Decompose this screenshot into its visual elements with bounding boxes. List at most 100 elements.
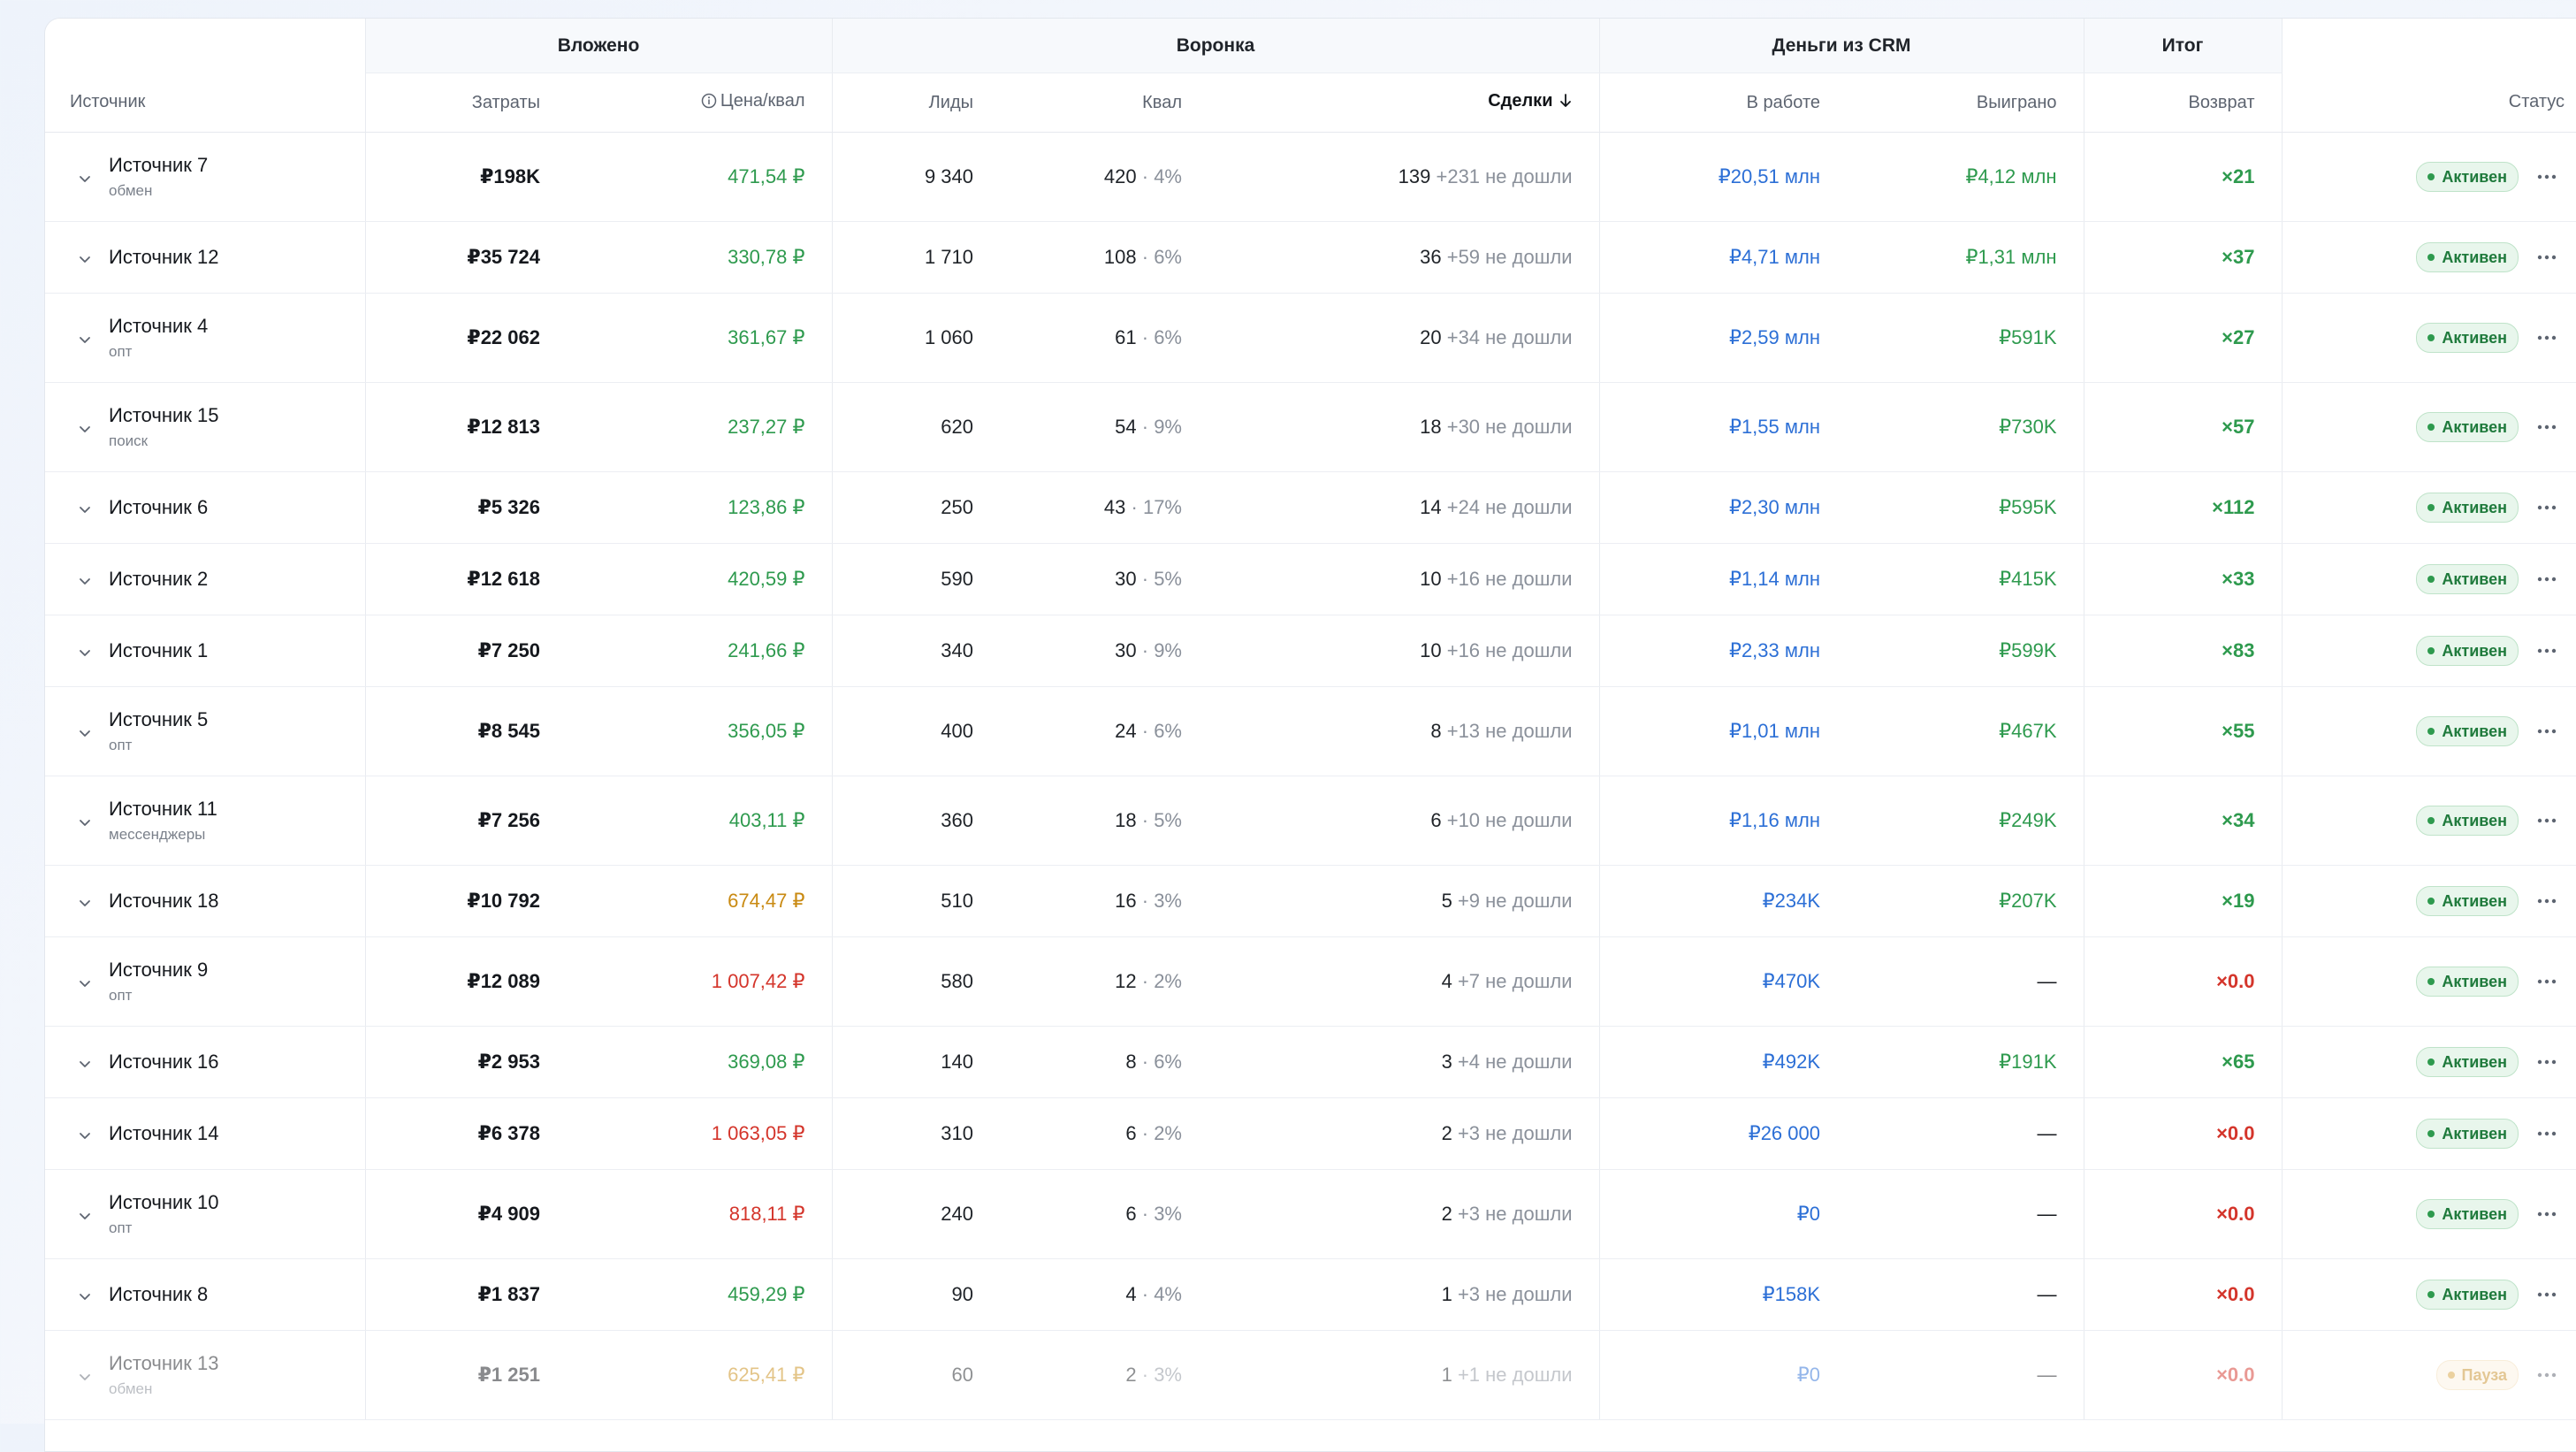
cell-status: Активен <box>2282 1026 2576 1098</box>
cell-source: Источник 10 опт <box>45 1169 366 1259</box>
source-subtitle: опт <box>109 737 133 753</box>
table-row[interactable]: Источник 14 ₽6 378 1 063,05 ₽310 6 · 2% 2 +3… <box>45 1097 2576 1170</box>
cell-status: Активен <box>2282 936 2576 1027</box>
table-row[interactable]: Источник 10 опт ₽4 909 818,11 ₽240 6 · 3% 2 +… <box>45 1169 2576 1259</box>
col-header-status[interactable]: Статус <box>2282 73 2576 133</box>
table-row[interactable]: Источник 1 ₽7 250 241,66 ₽340 30 · 9% 10 +16… <box>45 615 2576 687</box>
table-row[interactable]: Источник 4 опт ₽22 062 361,67 ₽1 060 61 · 6%… <box>45 293 2576 383</box>
table-row[interactable]: Источник 7 обмен ₽198K 471,54 ₽9 340 420 · 4… <box>45 132 2576 222</box>
status-badge[interactable]: Активен <box>2416 242 2519 272</box>
chevron-down-icon[interactable] <box>72 809 98 836</box>
deals-not-reached: +3 не дошли <box>1457 1122 1573 1144</box>
more-options-icon[interactable] <box>2529 1361 2565 1389</box>
chevron-down-icon[interactable] <box>72 639 98 666</box>
table-row[interactable]: Источник 8 ₽1 837 459,29 ₽90 4 · 4% 1 +3 не … <box>45 1258 2576 1331</box>
status-badge[interactable]: Активен <box>2416 1199 2519 1229</box>
table-row[interactable]: Источник 5 опт ₽8 545 356,05 ₽400 24 · 6% 8 +… <box>45 686 2576 776</box>
table-row[interactable]: Источник 12 ₽35 724 330,78 ₽1 710 108 · 6% 3… <box>45 221 2576 294</box>
status-badge[interactable]: Активен <box>2416 806 2519 836</box>
status-dot-icon <box>2447 1372 2455 1379</box>
chevron-down-icon[interactable] <box>72 568 98 594</box>
table-row[interactable]: Источник 15 поиск ₽12 813 237,27 ₽620 54 · 9… <box>45 382 2576 472</box>
status-badge[interactable]: Активен <box>2416 1119 2519 1149</box>
more-options-icon[interactable] <box>2529 1048 2565 1076</box>
table-row[interactable]: Источник 11 мессенджеры ₽7 256 403,11 ₽360 1… <box>45 776 2576 866</box>
table-row[interactable]: Источник 18 ₽10 792 674,47 ₽510 16 · 3% 5 +9… <box>45 865 2576 937</box>
col-header-return[interactable]: Возврат <box>2084 73 2283 133</box>
cell-source: Источник 12 <box>45 221 366 294</box>
cell-return: ×0.0 <box>2084 936 2283 1027</box>
table-row[interactable]: Источник 13 обмен ₽1 251 625,41 ₽60 2 · 3% 1 … <box>45 1330 2576 1420</box>
chevron-down-icon[interactable] <box>72 496 98 523</box>
more-options-icon[interactable] <box>2529 324 2565 352</box>
status-label: Активен <box>2442 328 2507 347</box>
more-options-icon[interactable] <box>2529 565 2565 593</box>
table-row[interactable]: Источник 9 опт ₽12 089 1 007,42 ₽580 12 · 2%… <box>45 936 2576 1027</box>
more-options-icon[interactable] <box>2529 413 2565 441</box>
more-options-icon[interactable] <box>2529 163 2565 191</box>
chevron-down-icon[interactable] <box>72 970 98 997</box>
cell-qual: 108 · 6% <box>1000 221 1208 294</box>
cell-leads: 140 <box>832 1026 1000 1098</box>
cell-return: ×21 <box>2084 132 2283 222</box>
table-row[interactable]: Источник 16 ₽2 953 369,08 ₽140 8 · 6% 3 +4 н… <box>45 1026 2576 1098</box>
chevron-down-icon[interactable] <box>72 1203 98 1229</box>
chevron-down-icon[interactable] <box>72 326 98 353</box>
more-options-icon[interactable] <box>2529 493 2565 522</box>
status-badge[interactable]: Активен <box>2416 636 2519 666</box>
more-options-icon[interactable] <box>2529 1200 2565 1228</box>
chevron-down-icon[interactable] <box>72 890 98 916</box>
deals-count: 139 <box>1398 165 1431 187</box>
status-badge[interactable]: Активен <box>2416 564 2519 594</box>
chevron-down-icon[interactable] <box>72 1122 98 1149</box>
chevron-down-icon[interactable] <box>72 1051 98 1077</box>
cell-leads: 590 <box>832 543 1000 615</box>
col-header-cost[interactable]: Затраты <box>365 73 567 133</box>
col-header-price[interactable]: Цена/квал <box>567 73 833 133</box>
more-options-icon[interactable] <box>2529 243 2565 271</box>
source-subtitle: опт <box>109 343 133 360</box>
status-badge[interactable]: Активен <box>2416 323 2519 353</box>
col-header-source[interactable]: Источник <box>45 73 366 133</box>
chevron-down-icon[interactable] <box>72 720 98 746</box>
col-header-qual[interactable]: Квал <box>1000 73 1208 133</box>
more-options-icon[interactable] <box>2529 1120 2565 1148</box>
col-header-leads[interactable]: Лиды <box>832 73 1000 133</box>
status-badge[interactable]: Пауза <box>2435 1360 2519 1390</box>
status-badge[interactable]: Активен <box>2416 967 2519 997</box>
table-row[interactable]: Источник 6 ₽5 326 123,86 ₽250 43 · 17% 14 +2… <box>45 471 2576 544</box>
status-badge[interactable]: Активен <box>2416 162 2519 192</box>
qual-count: 61 <box>1115 326 1137 348</box>
more-options-icon[interactable] <box>2529 887 2565 915</box>
more-options-icon[interactable] <box>2529 806 2565 835</box>
cell-leads: 1 710 <box>832 221 1000 294</box>
sources-table: Вложено Воронка Деньги из CRM Итог Источ… <box>45 19 2576 1420</box>
chevron-down-icon[interactable] <box>72 165 98 192</box>
qual-percent: · 4% <box>1141 165 1182 187</box>
col-header-won[interactable]: Выиграно <box>1847 73 2084 133</box>
source-subtitle: мессенджеры <box>109 826 206 843</box>
more-options-icon[interactable] <box>2529 717 2565 745</box>
info-icon[interactable] <box>701 93 717 114</box>
status-badge[interactable]: Активен <box>2416 1047 2519 1077</box>
status-badge[interactable]: Активен <box>2416 886 2519 916</box>
more-options-icon[interactable] <box>2529 1280 2565 1309</box>
status-badge[interactable]: Активен <box>2416 412 2519 442</box>
chevron-down-icon[interactable] <box>72 416 98 442</box>
col-header-deals[interactable]: Сделки <box>1208 73 1600 133</box>
status-badge[interactable]: Активен <box>2416 493 2519 523</box>
chevron-down-icon[interactable] <box>72 246 98 272</box>
chevron-down-icon[interactable] <box>72 1364 98 1390</box>
status-dot-icon <box>2427 576 2435 583</box>
more-options-icon[interactable] <box>2529 967 2565 996</box>
status-label: Активен <box>2442 248 2507 266</box>
status-badge[interactable]: Активен <box>2416 716 2519 746</box>
chevron-down-icon[interactable] <box>72 1283 98 1310</box>
more-options-icon[interactable] <box>2529 637 2565 665</box>
col-header-in-work[interactable]: В работе <box>1599 73 1847 133</box>
cell-source: Источник 11 мессенджеры <box>45 776 366 866</box>
status-badge[interactable]: Активен <box>2416 1280 2519 1310</box>
source-name: Источник 13 <box>109 1352 219 1374</box>
cell-deals: 2 +3 не дошли <box>1208 1097 1600 1170</box>
table-row[interactable]: Источник 2 ₽12 618 420,59 ₽590 30 · 5% 10 +1… <box>45 543 2576 615</box>
